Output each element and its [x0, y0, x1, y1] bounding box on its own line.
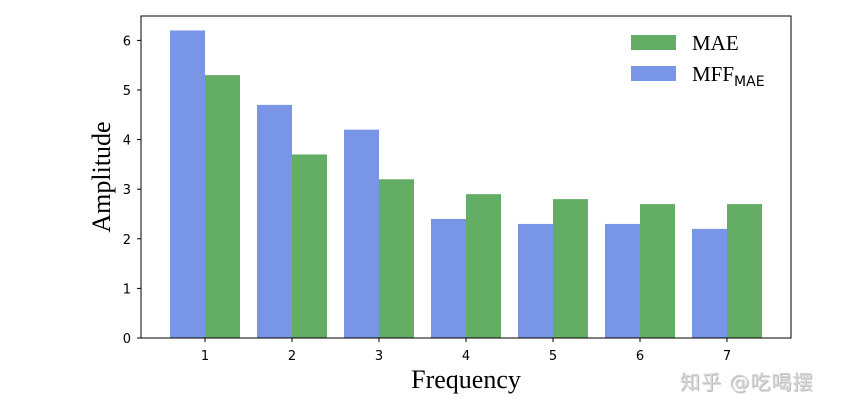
bar-mff-mae-2	[257, 104, 292, 338]
x-axis-label: Frequency	[411, 365, 521, 394]
bar-mae-6	[640, 204, 675, 338]
y-tick-label: 5	[123, 84, 131, 99]
y-axis-label: Amplitude	[87, 121, 116, 232]
y-tick-label: 3	[123, 183, 131, 198]
legend-swatch-mff-mae	[631, 66, 676, 81]
x-tick-label: 2	[288, 349, 296, 364]
bar-mff-mae-1	[170, 30, 205, 338]
bars-group	[170, 30, 762, 339]
bar-mff-mae-5	[518, 223, 553, 338]
bar-mff-mae-6	[605, 223, 640, 338]
y-tick-label: 1	[123, 282, 131, 297]
legend-swatch-mae	[631, 35, 676, 50]
bar-mae-1	[205, 75, 240, 339]
bar-mae-2	[292, 154, 327, 338]
bar-mff-mae-3	[344, 129, 379, 338]
legend-label-mae: MAE	[692, 31, 739, 55]
legend: MAE MFFMAE	[631, 31, 765, 90]
bar-mae-5	[553, 199, 588, 338]
y-tick-label: 6	[123, 34, 131, 49]
x-axis-ticks: 1 2 3 4 5 6 7	[201, 338, 731, 364]
y-tick-label: 2	[123, 233, 131, 248]
bar-mae-3	[379, 179, 414, 338]
watermark: 知乎 @吃喝摆	[680, 370, 814, 394]
y-tick-label: 0	[123, 332, 131, 347]
x-tick-label: 4	[462, 349, 470, 364]
bar-mff-mae-7	[692, 228, 727, 338]
bar-mae-7	[727, 204, 762, 338]
x-tick-label: 5	[549, 349, 557, 364]
bar-mff-mae-4	[431, 218, 466, 338]
y-tick-label: 4	[123, 134, 131, 149]
x-tick-label: 3	[375, 349, 383, 364]
x-tick-label: 1	[201, 349, 209, 364]
y-axis-ticks: 0 1 2 3 4 5 6	[123, 34, 141, 347]
bar-mae-4	[466, 194, 501, 338]
x-tick-label: 6	[636, 349, 644, 364]
x-tick-label: 7	[723, 349, 731, 364]
legend-label-mff-mae: MFFMAE	[692, 62, 765, 90]
